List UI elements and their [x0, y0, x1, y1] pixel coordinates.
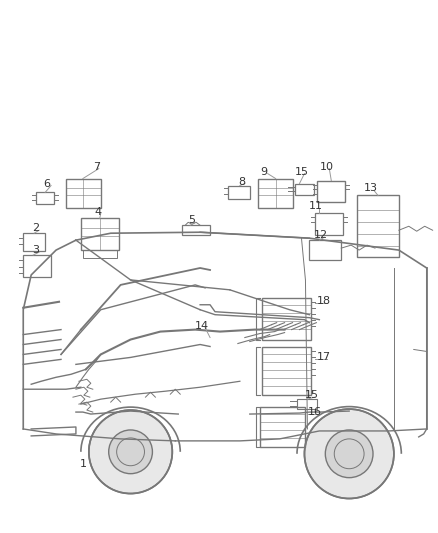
Text: 14: 14	[195, 321, 209, 330]
Text: 18: 18	[317, 296, 332, 306]
Text: 6: 6	[44, 179, 51, 189]
Text: 3: 3	[33, 245, 40, 255]
Bar	[23, 255, 51, 277]
Text: 15: 15	[304, 390, 318, 400]
Bar	[36, 192, 54, 204]
Bar	[83, 250, 117, 258]
Text: 11: 11	[308, 201, 322, 212]
Bar	[182, 225, 210, 235]
Text: 13: 13	[364, 183, 378, 193]
Bar	[297, 399, 318, 409]
Text: 10: 10	[320, 161, 334, 172]
Bar	[357, 196, 399, 257]
Bar	[262, 298, 311, 340]
Bar	[262, 348, 311, 395]
Bar	[318, 181, 345, 203]
Text: 12: 12	[314, 230, 328, 240]
Circle shape	[109, 430, 152, 474]
Text: 9: 9	[260, 167, 267, 176]
Circle shape	[304, 409, 394, 498]
Bar	[260, 407, 305, 447]
Text: 7: 7	[93, 161, 100, 172]
Text: 16: 16	[307, 407, 321, 417]
Bar	[81, 219, 119, 250]
Bar	[294, 183, 314, 196]
Bar	[258, 179, 293, 208]
Bar	[228, 185, 250, 199]
Text: 5: 5	[189, 215, 196, 225]
Circle shape	[89, 410, 172, 494]
Text: 1: 1	[79, 459, 86, 469]
Text: 17: 17	[317, 352, 332, 362]
Bar	[315, 213, 343, 235]
Circle shape	[325, 430, 373, 478]
Bar	[66, 179, 101, 208]
Text: 4: 4	[94, 207, 101, 217]
Bar	[309, 240, 341, 260]
Bar	[23, 233, 45, 251]
Text: 8: 8	[238, 176, 245, 187]
Text: 15: 15	[294, 167, 308, 176]
Text: 2: 2	[32, 223, 40, 233]
